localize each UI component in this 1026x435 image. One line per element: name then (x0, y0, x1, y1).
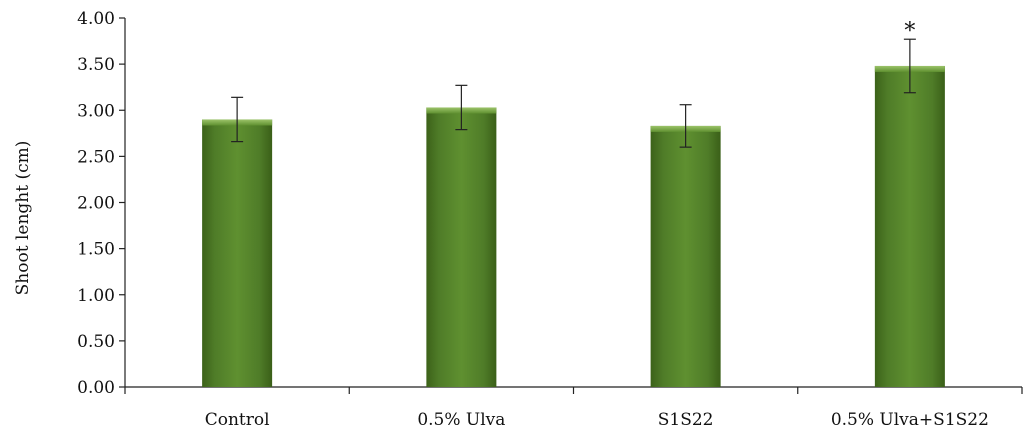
plot-area: 0.00 0.50 1.00 1.50 2.00 2.50 3.00 3.50 4.00 Cont… (77, 9, 1023, 430)
bar (426, 107, 497, 388)
y-tick-label: 0.50 (77, 332, 115, 352)
y-tick-label: 1.00 (77, 286, 115, 306)
y-tick-label: 2.00 (77, 194, 115, 214)
y-tick-label: 0.00 (77, 378, 115, 398)
x-category-label: Control (205, 410, 270, 430)
y-axis-title: Shoot lenght (cm) (13, 141, 33, 296)
y-tick-label: 4.00 (77, 9, 115, 29)
y-tick-label: 3.00 (77, 101, 115, 121)
x-category-label: 0.5% Ulva+S1S22 (831, 410, 989, 430)
y-tick-label: 3.50 (77, 55, 115, 75)
bar (202, 119, 273, 387)
x-category-label: S1S22 (658, 410, 714, 430)
y-tick-label: 2.50 (77, 147, 115, 167)
y-tick-label: 1.50 (77, 240, 115, 260)
bar (874, 65, 945, 387)
bar (650, 125, 721, 388)
significance-marker: * (904, 19, 915, 44)
x-category-label: 0.5% Ulva (417, 410, 505, 430)
